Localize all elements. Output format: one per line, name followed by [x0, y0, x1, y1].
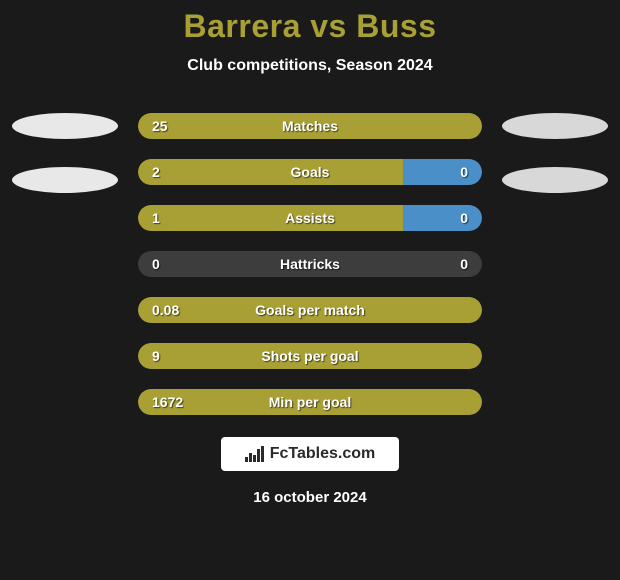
right-player-col	[500, 113, 610, 193]
page-subtitle: Club competitions, Season 2024	[187, 57, 432, 75]
player-right-oval-1	[502, 113, 608, 139]
stat-label: Goals	[138, 164, 482, 180]
stat-label: Goals per match	[138, 302, 482, 318]
stat-row: 20Goals	[138, 159, 482, 185]
stat-label: Min per goal	[138, 394, 482, 410]
page-title: Barrera vs Buss	[184, 8, 437, 45]
stat-row: 10Assists	[138, 205, 482, 231]
player-right-oval-2	[502, 167, 608, 193]
stat-label: Shots per goal	[138, 348, 482, 364]
bar-chart-icon	[245, 446, 264, 462]
comparison-container: Barrera vs Buss Club competitions, Seaso…	[0, 0, 620, 580]
player-left-oval-2	[12, 167, 118, 193]
stats-area: 25Matches 20Goals 10Assists 00Hattricks 0.08…	[0, 113, 620, 415]
brand-badge[interactable]: FcTables.com	[221, 437, 400, 471]
stat-label: Assists	[138, 210, 482, 226]
stat-row: 1672Min per goal	[138, 389, 482, 415]
player-left-oval-1	[12, 113, 118, 139]
footer-date: 16 october 2024	[253, 489, 366, 506]
stat-row: 0.08Goals per match	[138, 297, 482, 323]
stat-row: 25Matches	[138, 113, 482, 139]
stat-label: Matches	[138, 118, 482, 134]
stat-row: 9Shots per goal	[138, 343, 482, 369]
left-player-col	[10, 113, 120, 193]
brand-text: FcTables.com	[270, 445, 376, 463]
stat-bars: 25Matches 20Goals 10Assists 00Hattricks 0.08…	[138, 113, 482, 415]
stat-label: Hattricks	[138, 256, 482, 272]
stat-row: 00Hattricks	[138, 251, 482, 277]
